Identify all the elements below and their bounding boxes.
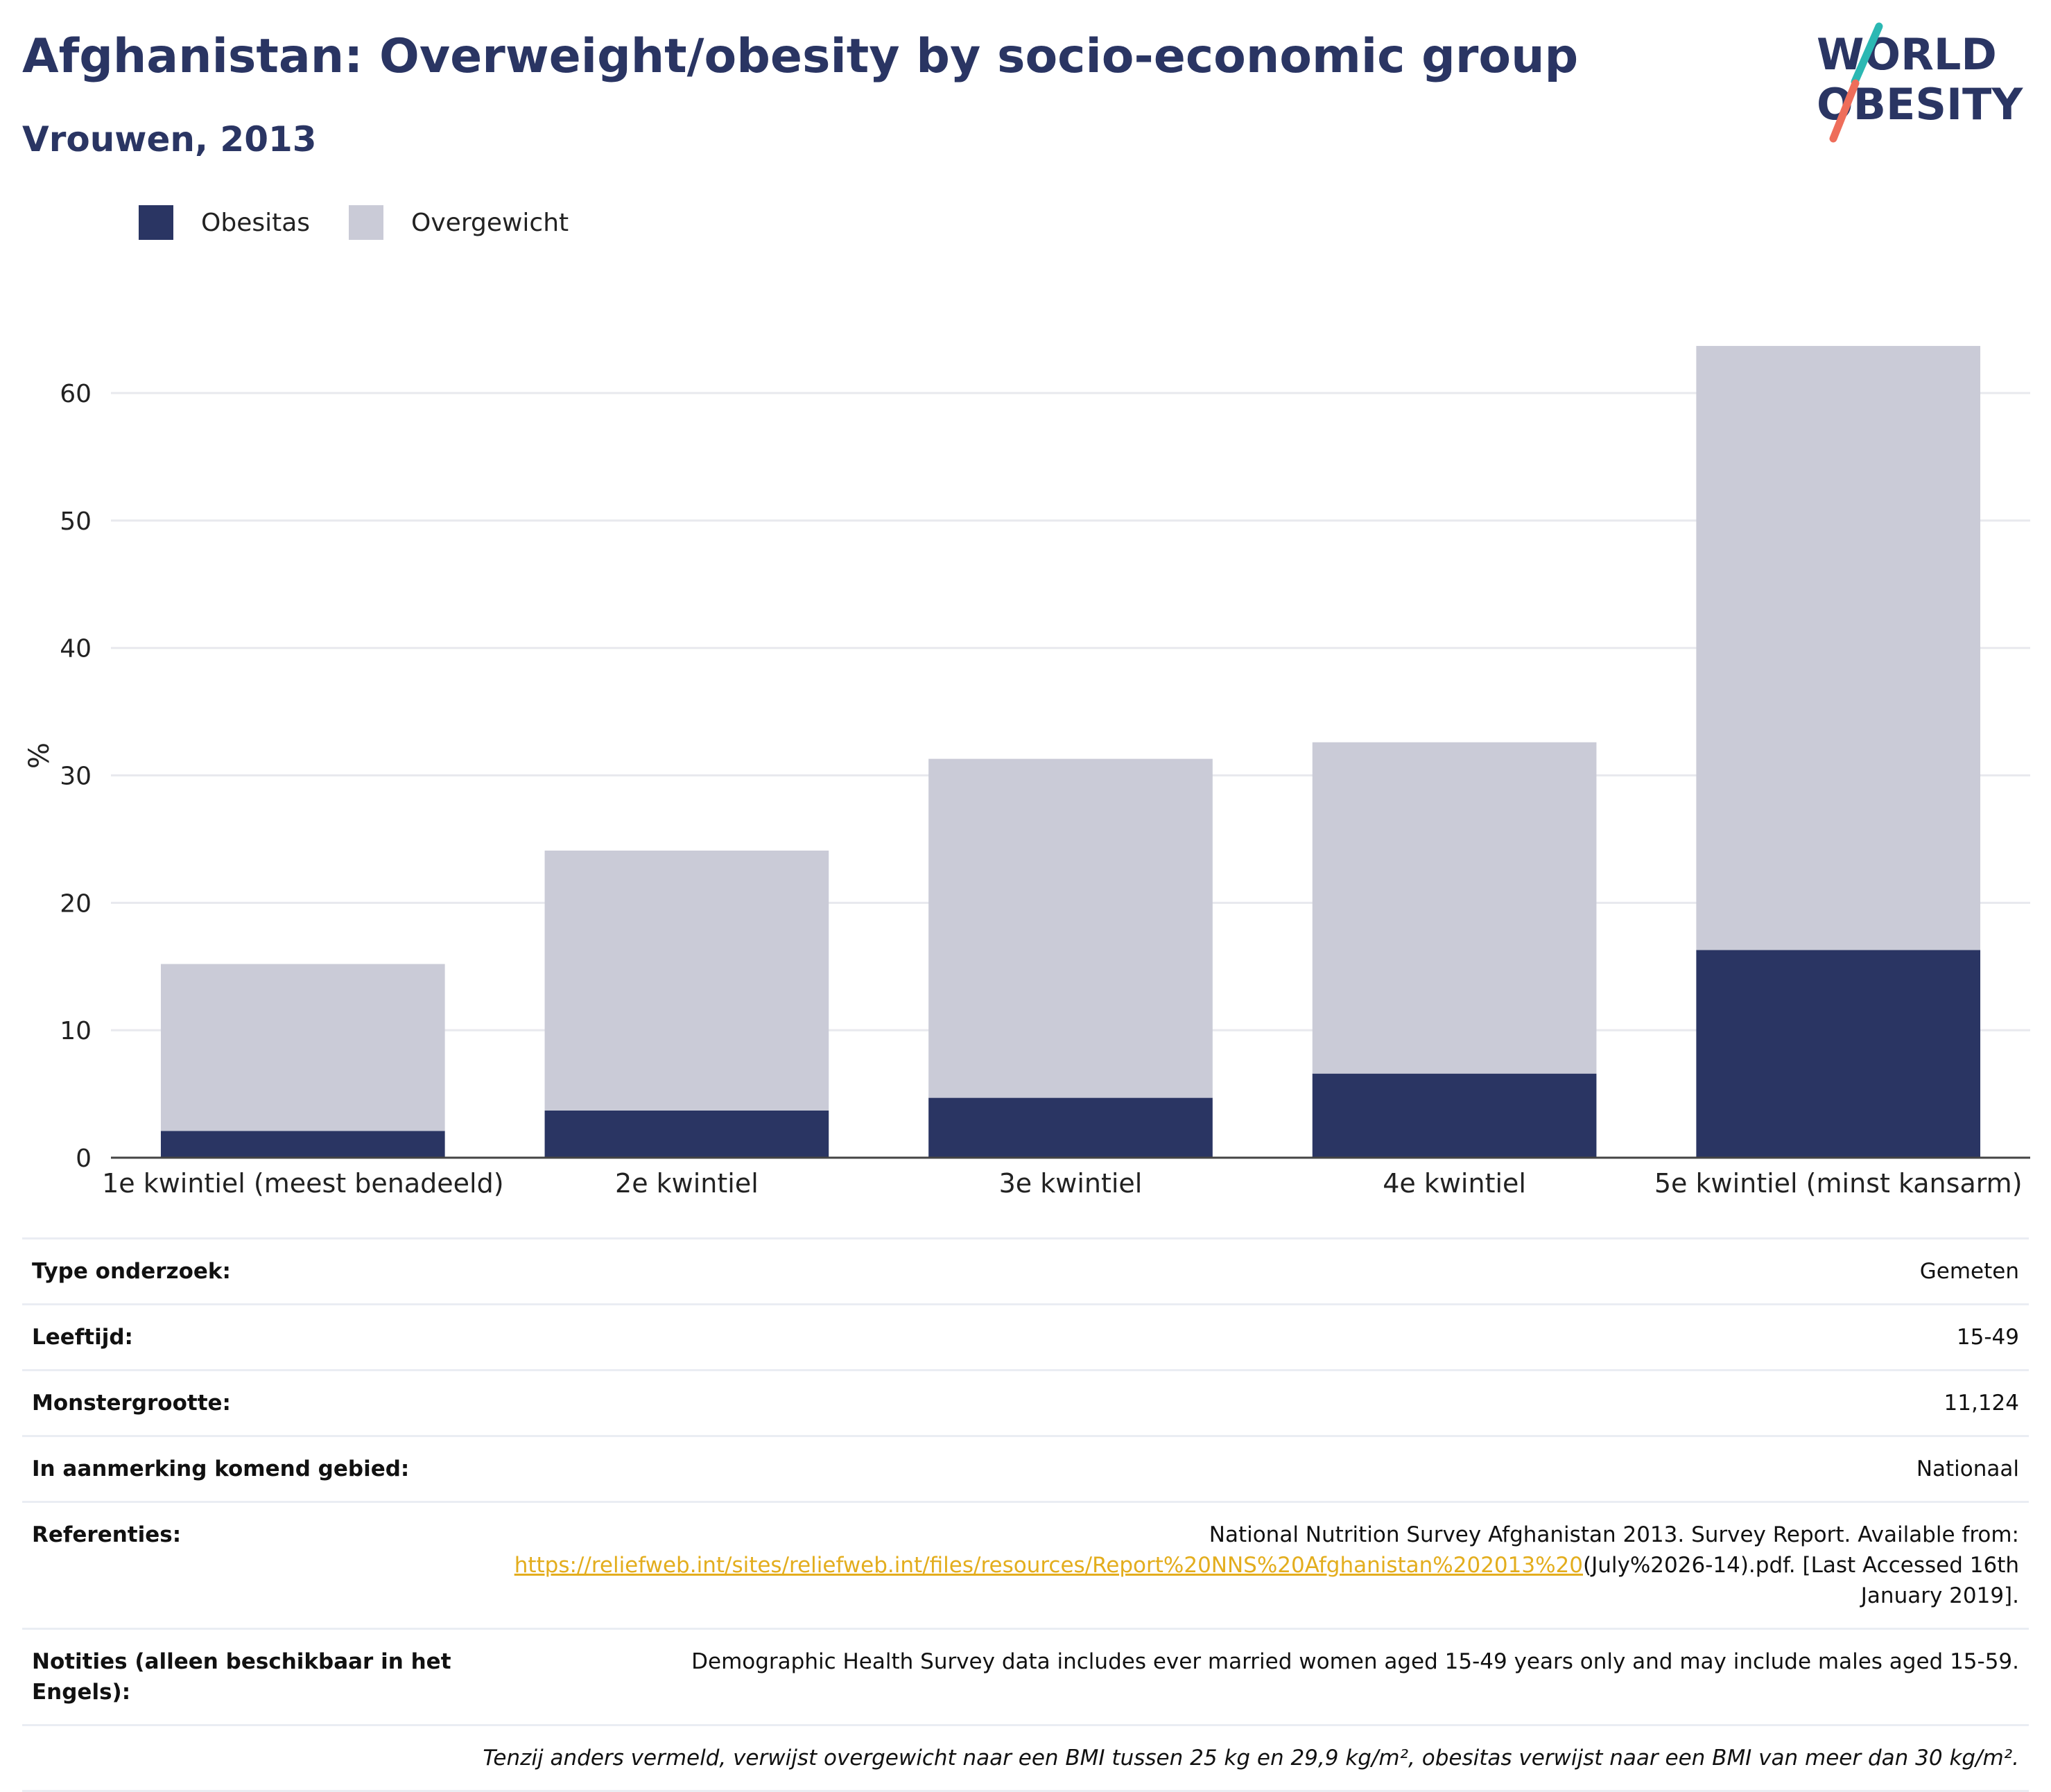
legend-label-obesitas: Obesitas	[201, 208, 311, 237]
info-row-area: In aanmerking komend gebied: Nationaal	[22, 1435, 2029, 1502]
bar-overgewicht-5[interactable]	[1696, 346, 1981, 950]
stacked-bar-chart: 0 10 20 30 40 50 60 1e kwintiel (meest benadeel…	[24, 346, 2030, 1199]
logo-word-1: WORLD	[1817, 29, 1997, 80]
info-value: Gemeten	[471, 1237, 2029, 1305]
legend-label-overgewicht: Overgewicht	[411, 208, 569, 237]
y-tick-label: 20	[60, 889, 92, 918]
legend-swatch-overgewicht	[349, 205, 384, 240]
bar-overgewicht-4[interactable]	[1312, 742, 1597, 1074]
y-tick-label: 60	[60, 380, 92, 408]
info-row-age: Leeftijd: 15-49	[22, 1303, 2029, 1371]
info-label: In aanmerking komend gebied:	[22, 1435, 471, 1502]
y-tick-label: 10	[60, 1017, 92, 1045]
y-tick-label: 0	[76, 1145, 92, 1173]
reference-link[interactable]: https://reliefweb.int/sites/reliefweb.in…	[514, 1553, 1583, 1578]
y-tick-label: 50	[60, 507, 92, 536]
legend-swatch-obesitas	[139, 205, 173, 240]
y-tick-label: 40	[60, 635, 92, 663]
bar-layer	[160, 346, 1981, 1158]
info-row-references: Referenties: National Nutrition Survey A…	[22, 1501, 2029, 1629]
info-row-sample-size: Monstergrootte: 11,124	[22, 1369, 2029, 1436]
bar-obesitas-5[interactable]	[1696, 950, 1981, 1158]
bar-overgewicht-1[interactable]	[160, 964, 445, 1131]
info-value: 15-49	[471, 1303, 2029, 1371]
legend-item-obesitas[interactable]: Obesitas	[139, 205, 310, 240]
axis-layer: 0 10 20 30 40 50 60 1e kwintiel (meest benadeel…	[60, 380, 2030, 1199]
info-row-type: Type onderzoek: Gemeten	[22, 1237, 2029, 1305]
info-value: 11,124	[471, 1369, 2029, 1436]
bar-overgewicht-3[interactable]	[928, 758, 1213, 1098]
x-tick-label: 2e kwintiel	[615, 1168, 759, 1199]
bar-overgewicht-2[interactable]	[544, 850, 829, 1111]
info-value: Nationaal	[471, 1435, 2029, 1502]
bar-obesitas-2[interactable]	[544, 1110, 829, 1158]
y-tick-label: 30	[60, 763, 92, 791]
x-tick-label: 5e kwintiel (minst kansarm)	[1654, 1168, 2023, 1199]
references-text: National Nutrition Survey Afghanistan 20…	[1209, 1522, 2019, 1548]
notes-value: Demographic Health Survey data includes …	[471, 1628, 2029, 1725]
references-value: National Nutrition Survey Afghanistan 20…	[471, 1501, 2029, 1629]
x-tick-label: 4e kwintiel	[1383, 1168, 1526, 1199]
chart-legend: Obesitas Overgewicht	[139, 205, 607, 240]
info-label: Monstergrootte:	[22, 1369, 471, 1436]
y-axis-title: %	[24, 742, 55, 769]
bar-obesitas-1[interactable]	[160, 1131, 445, 1158]
info-label: Type onderzoek:	[22, 1237, 471, 1305]
page-title: Afghanistan: Overweight/obesity by socio…	[22, 29, 1579, 84]
info-table: Type onderzoek: Gemeten Leeftijd: 15-49 …	[22, 1237, 2029, 1792]
x-tick-label: 1e kwintiel (meest benadeeld)	[102, 1168, 503, 1199]
footnote-spacer	[22, 1724, 471, 1792]
info-label: Leeftijd:	[22, 1303, 471, 1371]
info-row-notes: Notities (alleen beschikbaar in het Enge…	[22, 1628, 2029, 1725]
x-tick-label: 3e kwintiel	[999, 1168, 1143, 1199]
logo-slash-teal	[1851, 22, 1883, 86]
references-text-after: (July%2026-14).pdf. [Last Accessed 16th …	[1583, 1553, 2019, 1609]
legend-item-overgewicht[interactable]: Overgewicht	[349, 205, 569, 240]
page-subtitle: Vrouwen, 2013	[22, 119, 317, 159]
info-row-footnote: Tenzij anders vermeld, verwijst overgewi…	[22, 1724, 2029, 1792]
world-obesity-logo: WORLD OBESITY	[1817, 22, 2023, 143]
notes-label: Notities (alleen beschikbaar in het Enge…	[22, 1628, 471, 1725]
references-label: Referenties:	[22, 1501, 471, 1629]
bar-obesitas-3[interactable]	[928, 1097, 1213, 1158]
footnote: Tenzij anders vermeld, verwijst overgewi…	[471, 1724, 2029, 1792]
logo-slash-coral	[1829, 79, 1860, 143]
bar-obesitas-4[interactable]	[1312, 1073, 1597, 1158]
